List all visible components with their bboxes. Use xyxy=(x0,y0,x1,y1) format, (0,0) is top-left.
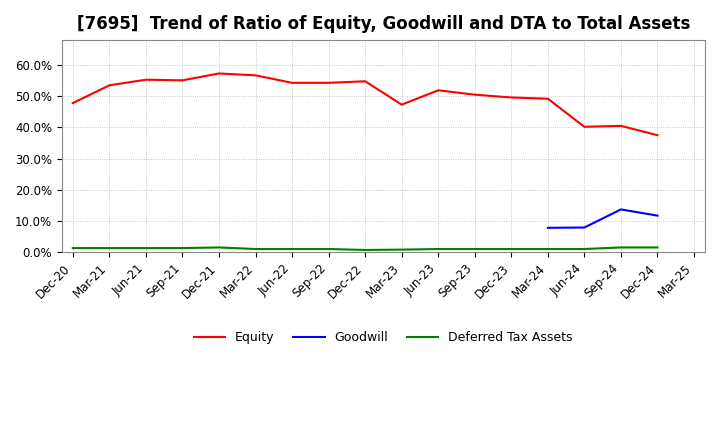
Deferred Tax Assets xyxy=(215,245,223,250)
Deferred Tax Assets xyxy=(616,245,625,250)
Deferred Tax Assets xyxy=(470,246,479,252)
Equity xyxy=(105,83,114,88)
Deferred Tax Assets xyxy=(434,246,443,252)
Goodwill xyxy=(544,225,552,231)
Equity xyxy=(653,132,662,138)
Equity xyxy=(361,79,369,84)
Goodwill xyxy=(580,225,589,230)
Equity xyxy=(544,96,552,101)
Equity xyxy=(507,95,516,100)
Equity xyxy=(397,102,406,107)
Deferred Tax Assets xyxy=(142,246,150,251)
Equity xyxy=(324,80,333,85)
Equity xyxy=(178,78,186,83)
Deferred Tax Assets xyxy=(324,246,333,252)
Deferred Tax Assets xyxy=(288,246,297,252)
Equity xyxy=(434,88,443,93)
Deferred Tax Assets xyxy=(580,246,589,252)
Deferred Tax Assets xyxy=(507,246,516,252)
Deferred Tax Assets xyxy=(361,247,369,253)
Equity xyxy=(142,77,150,82)
Line: Goodwill: Goodwill xyxy=(548,209,657,228)
Deferred Tax Assets xyxy=(251,246,260,252)
Equity xyxy=(215,71,223,76)
Line: Equity: Equity xyxy=(73,73,657,135)
Equity xyxy=(616,123,625,128)
Goodwill xyxy=(653,213,662,218)
Equity xyxy=(470,92,479,97)
Deferred Tax Assets xyxy=(178,246,186,251)
Legend: Equity, Goodwill, Deferred Tax Assets: Equity, Goodwill, Deferred Tax Assets xyxy=(189,326,578,349)
Equity xyxy=(288,80,297,85)
Equity xyxy=(68,100,77,106)
Equity xyxy=(251,73,260,78)
Deferred Tax Assets xyxy=(68,246,77,251)
Deferred Tax Assets xyxy=(544,246,552,252)
Equity xyxy=(580,124,589,129)
Deferred Tax Assets xyxy=(105,246,114,251)
Line: Deferred Tax Assets: Deferred Tax Assets xyxy=(73,247,657,250)
Goodwill xyxy=(616,207,625,212)
Title: [7695]  Trend of Ratio of Equity, Goodwill and DTA to Total Assets: [7695] Trend of Ratio of Equity, Goodwil… xyxy=(77,15,690,33)
Deferred Tax Assets xyxy=(653,245,662,250)
Deferred Tax Assets xyxy=(397,247,406,252)
